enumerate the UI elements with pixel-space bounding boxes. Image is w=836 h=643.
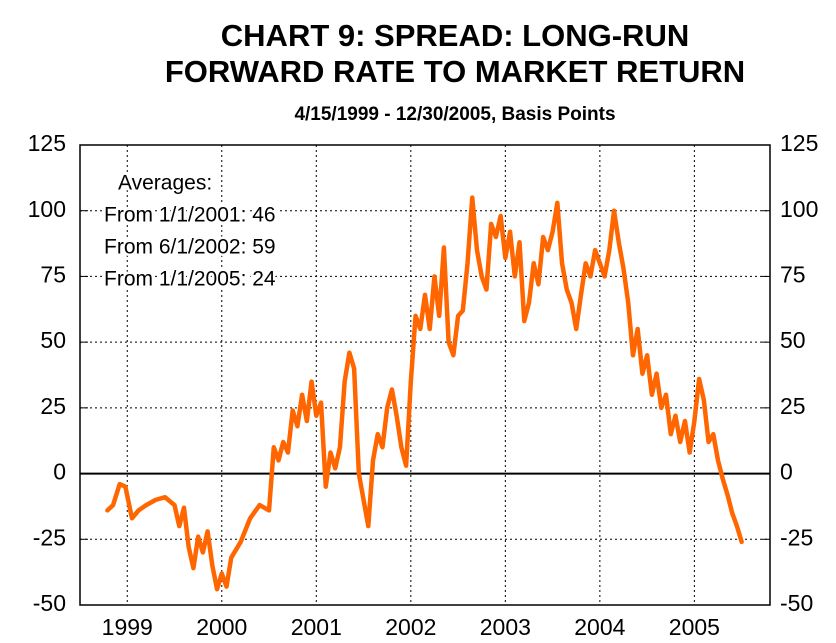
x-tick-label: 2004 [574, 614, 625, 640]
annotation: From 1/1/2001: 46 [104, 204, 276, 227]
y2-tick-label: -50 [780, 590, 813, 616]
y-tick-label: 0 [53, 459, 66, 485]
x-tick-label: 2001 [291, 614, 342, 640]
annotation: From 6/1/2002: 59 [104, 236, 276, 259]
x-tick-label: 2000 [196, 614, 247, 640]
x-tick-label: 2005 [669, 614, 720, 640]
y-tick-label: 25 [40, 393, 66, 419]
y2-tick-label: 100 [780, 196, 818, 222]
annotation: From 1/1/2005: 24 [104, 268, 276, 291]
plot-frame [79, 144, 771, 606]
chart-subtitle: 4/15/1999 - 12/30/2005, Basis Points [294, 104, 615, 125]
y2-tick-label: 25 [780, 393, 806, 419]
y-tick-label: 100 [28, 196, 66, 222]
y2-tick-label: -25 [780, 524, 813, 550]
y2-tick-label: 0 [780, 459, 793, 485]
y2-tick-label: 125 [780, 130, 818, 156]
y-tick-label: 50 [40, 327, 66, 353]
y2-tick-label: 75 [780, 262, 806, 288]
y-tick-label: 125 [28, 130, 66, 156]
chart-title: CHART 9: SPREAD: LONG-RUN [221, 18, 689, 53]
y2-tick-label: 50 [780, 327, 806, 353]
x-tick-label: 1999 [102, 614, 153, 640]
annotation: Averages: [118, 172, 212, 195]
x-tick-label: 2002 [385, 614, 436, 640]
chart-title: FORWARD RATE TO MARKET RETURN [165, 54, 745, 89]
line [105, 195, 744, 592]
y-tick-label: -25 [33, 524, 66, 550]
x-tick-label: 2003 [480, 614, 531, 640]
y-tick-label: -50 [33, 590, 66, 616]
y-tick-label: 75 [40, 262, 66, 288]
